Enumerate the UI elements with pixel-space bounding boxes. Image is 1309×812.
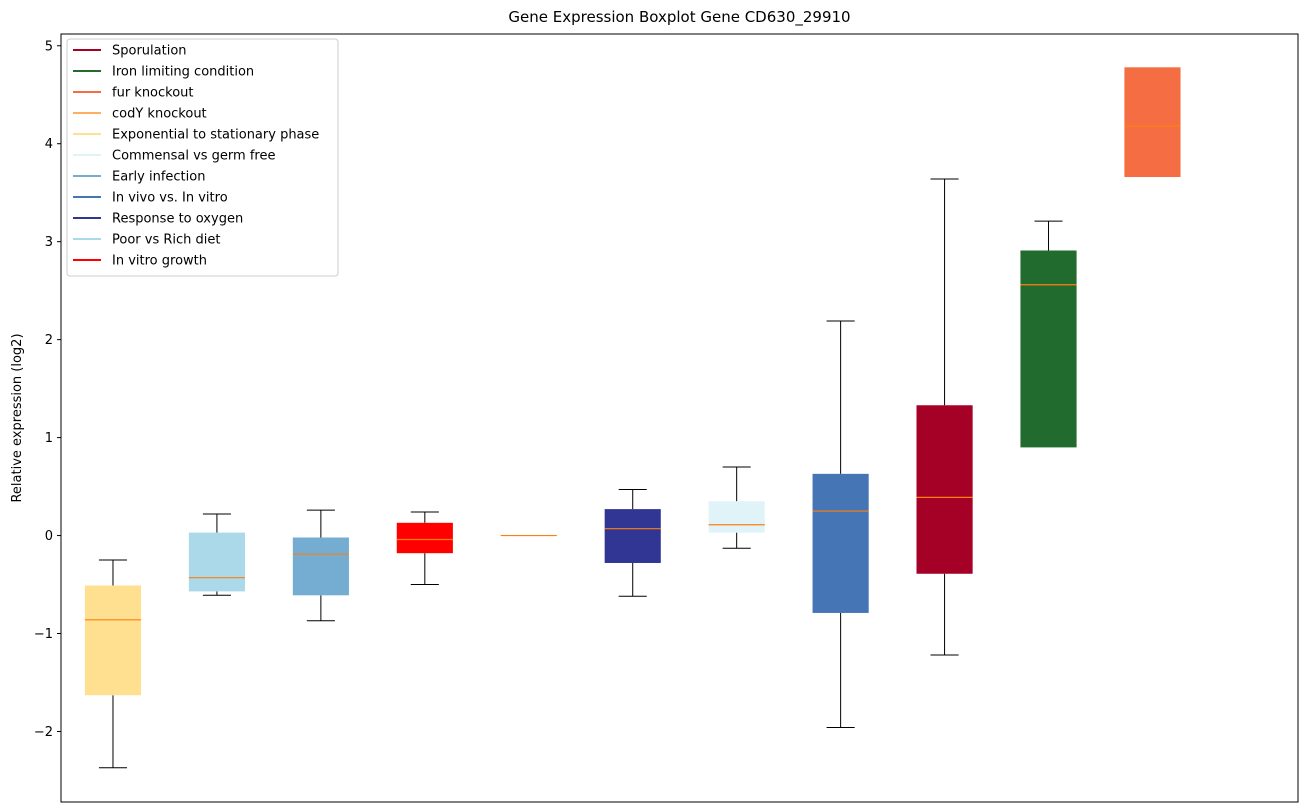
legend-label: fur knockout (112, 86, 194, 101)
legend-entry: Response to oxygen (73, 212, 243, 227)
box-group (1124, 67, 1181, 178)
legend-entry: Poor vs Rich diet (73, 233, 220, 248)
box-body (84, 585, 142, 696)
box-group (1020, 220, 1077, 448)
box-body (188, 532, 245, 592)
box-group (812, 320, 869, 729)
plot-area (60, 33, 1299, 803)
y-tick-label: 0 (45, 529, 53, 544)
y-axis-label: Relative expression (log2) (10, 333, 25, 502)
legend-entry: Sporulation (73, 44, 187, 59)
y-tick-label: −1 (34, 627, 53, 642)
box-body (604, 509, 661, 563)
legend-label: Iron limiting condition (112, 65, 254, 80)
boxes-group (84, 67, 1181, 769)
box-group (188, 513, 245, 596)
legend-entry: fur knockout (73, 86, 194, 101)
box-body (812, 473, 869, 613)
legend-entry: Commensal vs germ free (73, 149, 275, 164)
box-group (604, 489, 661, 597)
legend-label: In vivo vs. In vitro (112, 191, 228, 206)
legend-label: Response to oxygen (112, 212, 243, 227)
box-body (916, 405, 973, 574)
legend: Sporulation Iron limiting condition fur kn… (66, 38, 339, 277)
legend-label: Sporulation (112, 44, 187, 59)
box-body (1124, 67, 1181, 178)
legend-label: Early infection (112, 170, 205, 185)
legend-entry: In vitro growth (73, 254, 207, 269)
box-body (1020, 250, 1077, 448)
box-body (396, 522, 453, 554)
legend-box (66, 38, 339, 277)
y-tick-label: 2 (45, 333, 53, 348)
y-tick-label: 3 (45, 235, 53, 250)
y-tick-label: 4 (45, 137, 53, 152)
legend-label: codY knockout (112, 107, 207, 122)
y-axis: −2 −1 0 1 2 3 4 5 (34, 39, 61, 740)
legend-label: Exponential to stationary phase (112, 128, 319, 143)
legend-entry: codY knockout (73, 107, 207, 122)
legend-entry: Early infection (73, 170, 205, 185)
box-group (916, 178, 973, 656)
box-group (708, 466, 765, 549)
box-body (292, 537, 349, 596)
legend-label: In vitro growth (112, 254, 207, 269)
y-tick-label: 1 (45, 431, 53, 446)
y-tick-label: 5 (45, 39, 53, 54)
legend-label: Commensal vs germ free (112, 149, 275, 164)
legend-entry: Exponential to stationary phase (73, 128, 319, 143)
box-group (84, 559, 142, 769)
box-group (396, 511, 453, 586)
legend-entry: Iron limiting condition (73, 65, 254, 80)
box-body (708, 501, 765, 533)
y-tick-label: −2 (34, 725, 53, 740)
legend-label: Poor vs Rich diet (112, 233, 220, 248)
legend-entry: In vivo vs. In vitro (73, 191, 228, 206)
chart-title: Gene Expression Boxplot Gene CD630_29910 (508, 8, 850, 27)
box-group (292, 509, 349, 622)
